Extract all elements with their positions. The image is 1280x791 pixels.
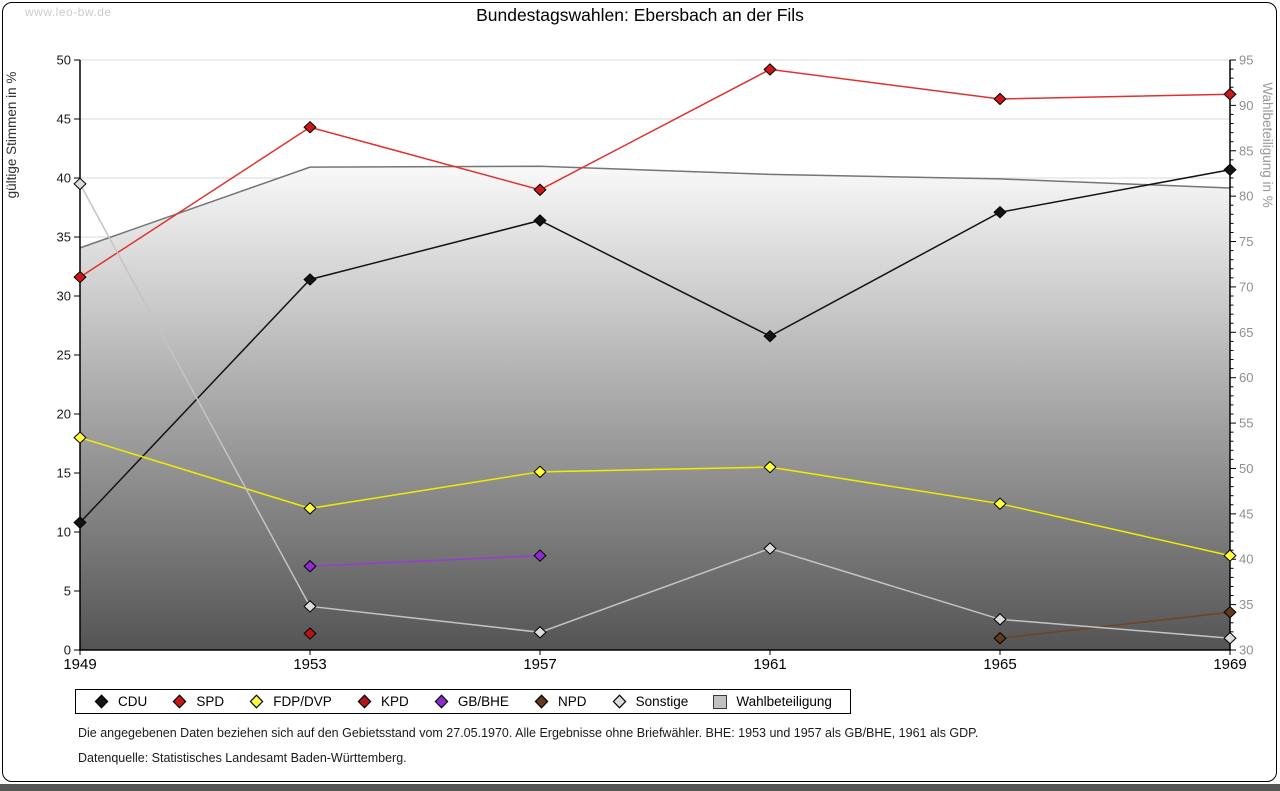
right-axis-tick-label: 50 [1239, 461, 1253, 476]
legend-item-wahlbeteiligung: Wahlbeteiligung [713, 694, 832, 709]
left-axis-tick-label: 30 [57, 289, 71, 304]
series-spd [73, 63, 1237, 284]
legend-square-icon [713, 694, 728, 709]
legend-item-fdp-dvp: FDP/DVP [249, 694, 332, 709]
left-axis-tick-label: 20 [57, 407, 71, 422]
page-title: Bundestagswahlen: Ebersbach an der Fils [476, 5, 804, 25]
series-gb-bhe [303, 549, 547, 573]
right-axis-tick-label: 75 [1239, 234, 1253, 249]
x-axis-year-label: 1957 [523, 656, 556, 673]
right-axis-tick-label: 60 [1239, 370, 1253, 385]
legend-item-cdu: CDU [94, 694, 147, 709]
right-axis-tick-label: 40 [1239, 552, 1253, 567]
right-axis-tick-label: 70 [1239, 279, 1253, 294]
series-fdp-dvp [73, 431, 1237, 562]
legend-diamond-icon [434, 694, 449, 709]
right-axis-tick-label: 85 [1239, 143, 1253, 158]
right-axis-tick-label: 30 [1239, 643, 1253, 658]
legend-label: GB/BHE [457, 694, 509, 709]
left-axis-tick-label: 45 [57, 112, 71, 127]
legend-diamond-icon [357, 694, 372, 709]
left-axis-tick-label: 35 [57, 230, 71, 245]
footnote-source: Datenquelle: Statistisches Landesamt Bad… [78, 751, 407, 765]
legend-item-spd: SPD [172, 694, 224, 709]
legend-item-npd: NPD [534, 694, 587, 709]
x-axis-year-label: 1961 [753, 656, 786, 673]
right-axis-tick-label: 95 [1239, 53, 1253, 68]
footnote-geography: Die angegebenen Daten beziehen sich auf … [78, 726, 979, 740]
legend-label: CDU [118, 694, 148, 709]
legend-label: Wahlbeteiligung [736, 694, 832, 709]
axes: 0 5 10 15 20 25 30 35 40 45 50 30 35 40 45 50 55 60 65 70 75… [57, 53, 1254, 674]
left-axis-tick-label: 15 [57, 466, 71, 481]
legend-item-sonstige: Sonstige [612, 694, 689, 709]
right-axis-tick-label: 90 [1239, 98, 1253, 113]
legend-label: Sonstige [635, 694, 689, 709]
left-axis-tick-label: 0 [64, 643, 71, 658]
series-sonstige [73, 177, 1237, 645]
left-axis-tick-label: 10 [57, 525, 71, 540]
legend-diamond-icon [94, 694, 109, 709]
x-axis-year-label: 1965 [983, 656, 1016, 673]
left-axis-tick-label: 50 [57, 53, 71, 68]
legend-label: FDP/DVP [273, 694, 332, 709]
legend-item-gb-bhe: GB/BHE [434, 694, 509, 709]
chart-canvas: 0 5 10 15 20 25 30 35 40 45 50 30 35 40 45 50 55 60 65 70 75… [4, 53, 1275, 674]
x-axis-year-label: 1953 [293, 656, 326, 673]
legend-label: NPD [558, 694, 587, 709]
left-axis-tick-label: 25 [57, 348, 71, 363]
series-wahlbeteiligung [79, 165, 1231, 650]
right-axis-tick-label: 55 [1239, 416, 1253, 431]
chart-legend: CDU SPD FDP/DVP KPD GB/BHE NPD Sonstige Wahlbet… [75, 689, 851, 714]
right-axis-tick-label: 80 [1239, 189, 1253, 204]
right-axis-title: Wahlbeteiligung in % [1260, 82, 1275, 208]
site-watermark: www.leo-bw.de [25, 5, 112, 19]
legend-diamond-icon [172, 694, 187, 709]
right-axis-tick-label: 45 [1239, 506, 1253, 521]
legend-label: KPD [380, 694, 409, 709]
legend-diamond-icon [249, 694, 264, 709]
legend-label: SPD [196, 694, 225, 709]
legend-diamond-icon [534, 694, 549, 709]
series-kpd [303, 627, 317, 640]
left-axis-tick-label: 40 [57, 171, 71, 186]
legend-diamond-icon [612, 694, 627, 709]
window-bottom-bar [0, 784, 1280, 791]
legend-item-kpd: KPD [357, 694, 409, 709]
left-axis-tick-label: 5 [64, 584, 71, 599]
series-cdu [73, 163, 1237, 529]
x-axis-year-label: 1949 [63, 656, 96, 673]
left-axis-title: gültige Stimmen in % [4, 72, 19, 199]
x-axis-year-label: 1969 [1213, 656, 1246, 673]
series-npd [993, 605, 1237, 645]
right-axis-tick-label: 65 [1239, 325, 1253, 340]
right-axis-tick-label: 35 [1239, 597, 1253, 612]
